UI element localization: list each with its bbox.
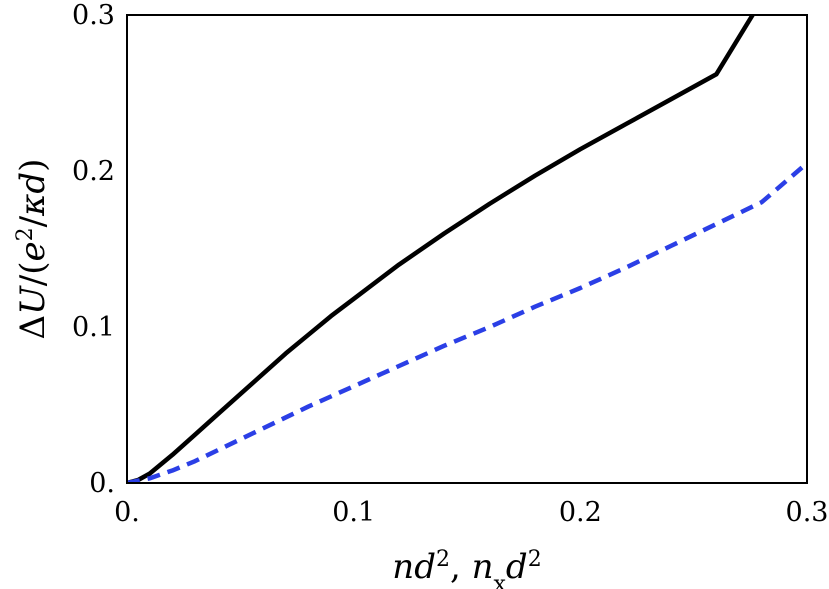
x-tick-label: 0.3 xyxy=(786,497,829,528)
x-axis-label: nd2, nxd2 xyxy=(392,547,541,589)
series-0-line xyxy=(127,15,755,483)
x-tick-label: 0. xyxy=(114,497,140,528)
series-1-line xyxy=(127,161,807,483)
x-tick-label: 0.1 xyxy=(332,497,375,528)
plot-frame xyxy=(126,14,808,484)
y-ticks: 0. 0.1 0.2 0.3 xyxy=(72,0,115,499)
y-tick-label: 0. xyxy=(89,468,115,499)
y-tick-label: 0.3 xyxy=(72,0,115,31)
y-tick-label: 0.2 xyxy=(72,156,115,187)
series-layer xyxy=(127,15,807,483)
x-ticks: 0. 0.1 0.2 0.3 xyxy=(114,497,828,528)
x-tick-label: 0.2 xyxy=(559,497,602,528)
y-axis-label: ΔU/(e2/κd) xyxy=(13,159,54,340)
y-tick-label: 0.1 xyxy=(72,312,115,343)
